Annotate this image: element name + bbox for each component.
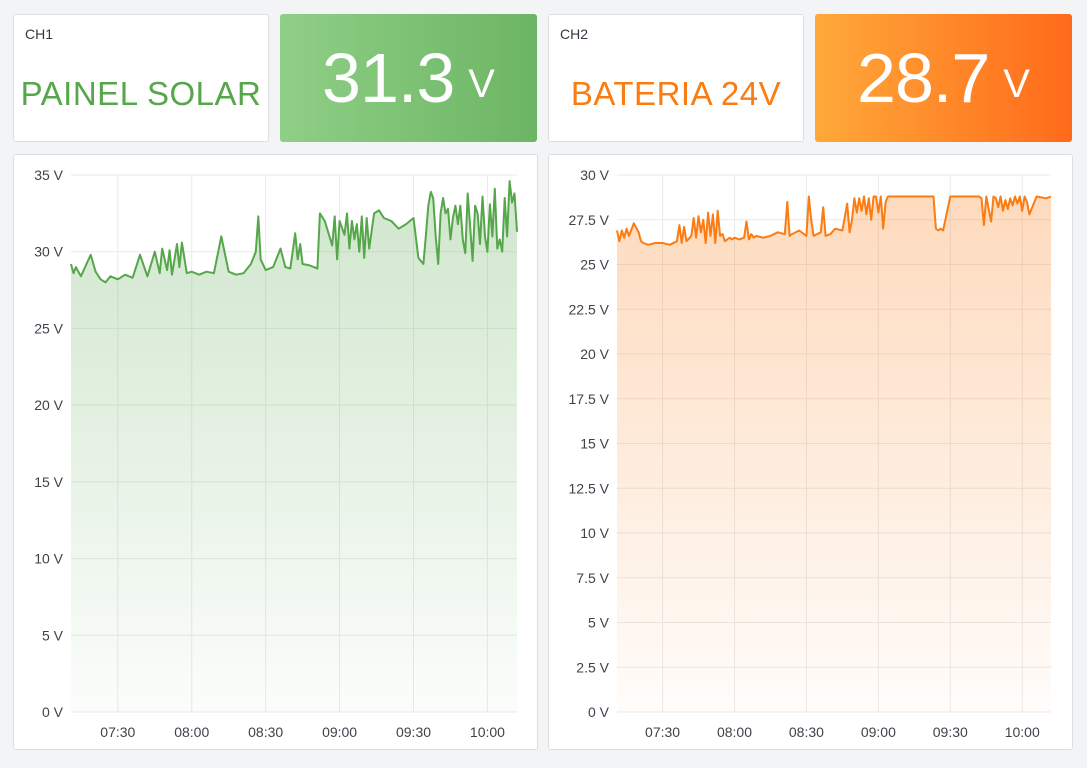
ch2-value-stat: 28.7 V <box>815 14 1072 142</box>
ch2-chart-panel: 0 V 2.5 V 5 V 7.5 V 10 V 12.5 V 15 V 17.5 V 20 V… <box>548 154 1073 750</box>
series-line <box>70 180 518 284</box>
ch2-name-panel: CH2 BATERIA 24V <box>548 14 804 142</box>
ch1-value: 31.3 <box>322 39 455 117</box>
ch1-value-stat: 31.3 V <box>280 14 537 142</box>
y-tick-label: 20 V <box>34 397 63 413</box>
ch1-channel-name: PAINEL SOLAR <box>20 75 262 112</box>
x-tick-label: 07:30 <box>100 724 135 740</box>
x-tick-label: 09:00 <box>322 724 357 740</box>
y-tick-label: 30 V <box>580 167 609 183</box>
y-tick-label: 7.5 V <box>576 570 609 586</box>
ch2-channel-name: BATERIA 24V <box>570 75 782 112</box>
x-tick-label: 08:30 <box>789 724 824 740</box>
y-tick-label: 10 V <box>580 525 609 541</box>
ch2-unit: V <box>1003 61 1030 106</box>
y-tick-label: 12.5 V <box>569 480 610 496</box>
y-tick-label: 5 V <box>588 615 610 631</box>
y-tick-label: 2.5 V <box>576 659 609 675</box>
y-tick-label: 17.5 V <box>569 391 610 407</box>
x-tick-label: 10:00 <box>470 724 505 740</box>
ch1-unit: V <box>468 61 495 106</box>
y-tick-label: 5 V <box>42 627 64 643</box>
ch1-voltage-chart[interactable]: 0 V 5 V 10 V 15 V 20 V 25 V 30 V 35 V 07:30 08:00… <box>14 155 539 751</box>
y-tick-label: 30 V <box>34 244 63 260</box>
x-tick-label: 07:30 <box>645 724 680 740</box>
y-tick-label: 35 V <box>34 167 63 183</box>
ch1-name-panel: CH1 PAINEL SOLAR <box>13 14 269 142</box>
series-line <box>616 195 1052 246</box>
x-tick-label: 08:30 <box>248 724 283 740</box>
ch1-chart-panel: 0 V 5 V 10 V 15 V 20 V 25 V 30 V 35 V 07:30 08:00… <box>13 154 538 750</box>
x-tick-label: 09:30 <box>933 724 968 740</box>
x-tick-label: 09:30 <box>396 724 431 740</box>
ch2-voltage-chart[interactable]: 0 V 2.5 V 5 V 7.5 V 10 V 12.5 V 15 V 17.5 V 20 V… <box>549 155 1074 751</box>
series-area <box>71 181 517 713</box>
series-area <box>617 196 1051 712</box>
x-tick-label: 08:00 <box>174 724 209 740</box>
ch2-panel-title: CH2 <box>560 26 589 42</box>
y-tick-label: 15 V <box>34 474 63 490</box>
ch1-panel-title: CH1 <box>25 26 54 42</box>
x-tick-label: 10:00 <box>1005 724 1040 740</box>
y-tick-label: 0 V <box>588 704 610 720</box>
y-tick-label: 27.5 V <box>569 212 610 228</box>
y-tick-label: 0 V <box>42 704 64 720</box>
x-tick-label: 08:00 <box>717 724 752 740</box>
y-tick-label: 25 V <box>580 257 609 273</box>
y-tick-label: 25 V <box>34 320 63 336</box>
y-tick-label: 15 V <box>580 436 609 452</box>
y-tick-label: 22.5 V <box>569 301 610 317</box>
y-tick-label: 10 V <box>34 551 63 567</box>
x-tick-label: 09:00 <box>861 724 896 740</box>
ch2-value: 28.7 <box>857 39 990 117</box>
y-tick-label: 20 V <box>580 346 609 362</box>
